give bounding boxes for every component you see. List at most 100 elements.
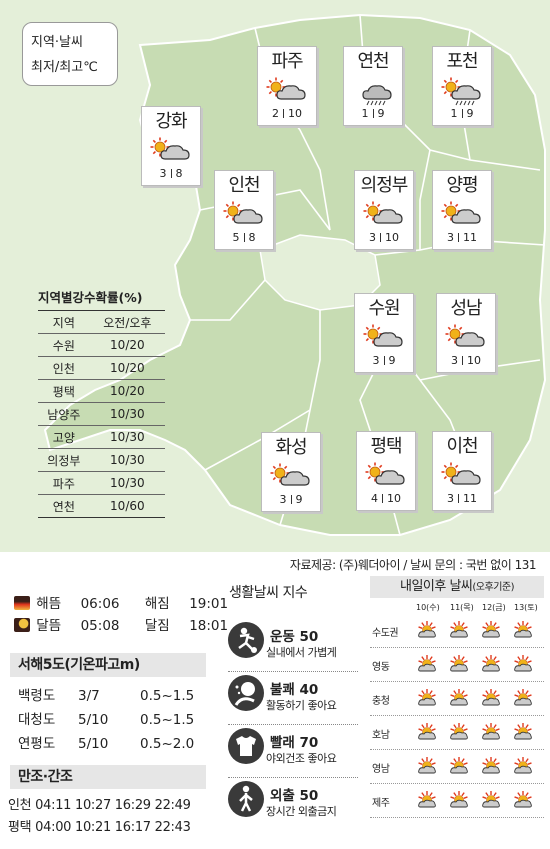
table-header-region: 지역 [38,310,90,334]
wave-section-title: 서해5도(기온파고m) [10,653,206,677]
sun-cloud-icon [444,322,488,350]
sun-behind-cloud-icon [416,619,438,641]
sunrise-time: 06:06 [80,596,120,612]
sun-times: 해뜸 06:06 해짐 19:01 [14,592,249,612]
tomorrow-title-text: 내일이후 날씨 [399,579,473,594]
region-cell: 수원 [38,333,90,357]
region-cell: 연천 [38,494,90,518]
life-index-title: 생활날씨 지수 [229,585,308,601]
sun-behind-cloud-icon [416,789,438,811]
day-label: 11(목) [450,603,474,612]
life-index-desc: 실내에서 가볍게 [266,646,337,659]
city-temps: 3 11 [433,492,491,505]
tide-time: 16:29 [114,798,151,813]
region-cell: 고양 [38,425,90,449]
moon-times: 달뜸 05:08 달짐 18:01 [14,614,249,634]
sun-cloud-icon [269,461,313,489]
tide-time: 22:49 [154,798,191,813]
precip-title: 지역별강수확률(%) [38,290,143,305]
wave-island: 백령도 [18,688,56,704]
value-cell: 10/60 [89,494,165,518]
day-label: 13(토) [514,603,538,612]
high-temp: 8 [248,231,256,244]
sun-cloud-icon [362,199,406,227]
forecast-region: 호남 [372,730,390,741]
tide-section-title: 만조·간조 [10,765,206,789]
table-row: 고양 10/30 [38,425,165,449]
laundry-icon [228,728,264,764]
tide-time: 04:11 [35,798,72,813]
city-card: 평택 4 10 [356,431,416,511]
sun-behind-cloud-icon [416,721,438,743]
life-index-item: 빨래 70 야외건조 좋아요 [228,728,358,780]
sun-behind-cloud-icon [480,653,502,675]
city-name: 연천 [357,51,389,72]
legend-title: 지역·날씨 [31,35,83,50]
table-row: 평택 10/20 [38,379,165,403]
low-temp: 3 [447,492,454,505]
moonset-time: 18:01 [189,618,229,634]
life-index-desc: 야외건조 좋아요 [266,752,337,765]
sun-cloud-icon [265,75,309,103]
sun-behind-cloud-icon [512,755,534,777]
value-cell: 10/20 [89,356,165,380]
wave-temp: 5/10 [78,736,109,752]
value-cell: 10/30 [89,402,165,426]
sun-behind-cloud-icon [448,653,470,675]
value-cell: 10/30 [89,425,165,449]
tomorrow-days: 10(수) 11(목) 12(금) 13(토) [370,598,544,614]
table-row: 남양주 10/30 [38,402,165,426]
region-map: 지역·날씨 최저/최고℃ 지역별강수확률(%) 지역 오전/오후 수원 10/20… [0,0,550,552]
low-temp: 1 [361,107,369,120]
forecast-row: 영남 [370,750,544,784]
sun-cloud-icon [149,135,193,163]
tomorrow-forecast: 내일이후 날씨(오후기준) 10(수) 11(목) 12(금) 13(토) 수도… [370,576,544,842]
life-index-item: 외출 50 장시간 외출금지 [228,781,358,833]
life-index-name: 운동 50 [270,629,319,645]
wave-row: 백령도 3/7 0.5~1.5 [18,684,194,704]
sunrise-icon [14,596,30,610]
sun-behind-cloud-icon [416,653,438,675]
sun-behind-cloud-icon [480,789,502,811]
wave-row: 대청도 5/10 0.5~1.5 [18,708,194,728]
high-temp: 10 [387,492,401,505]
precip-probability-table: 지역별강수확률(%) 지역 오전/오후 수원 10/20 인천 10/20 평택 10… [38,287,170,518]
exercise-icon [228,622,264,658]
high-temp: 10 [467,354,481,367]
city-name: 의정부 [360,175,409,196]
low-temp: 3 [447,231,454,244]
tide-time: 22:43 [154,820,191,835]
low-temp: 3 [372,354,380,367]
sunset-time: 19:01 [189,596,229,612]
city-name: 수원 [368,298,400,319]
table-header-ampm: 오전/오후 [89,310,165,334]
high-temp: 9 [377,107,385,120]
city-temps: 4 10 [357,492,415,505]
life-index-name: 외출 50 [270,788,319,804]
forecast-region: 충청 [372,696,390,707]
high-temp: 9 [295,493,303,506]
sun-cloud-icon [440,199,484,227]
forecast-row: 수도권 [370,614,544,648]
high-temp: 11 [463,492,477,505]
region-cell: 의정부 [38,448,90,472]
city-temps: 3 10 [437,354,495,367]
city-name: 성남 [450,298,482,319]
value-cell: 10/20 [89,379,165,403]
life-index-name: 불쾌 40 [270,682,319,698]
tide-port: 평택 [8,820,32,835]
sun-behind-cloud-icon [448,687,470,709]
high-temp: 10 [288,107,302,120]
wave-height: 0.5~1.5 [140,712,195,728]
sun-behind-cloud-icon [512,653,534,675]
region-cell: 평택 [38,379,90,403]
sun-behind-cloud-icon [480,687,502,709]
